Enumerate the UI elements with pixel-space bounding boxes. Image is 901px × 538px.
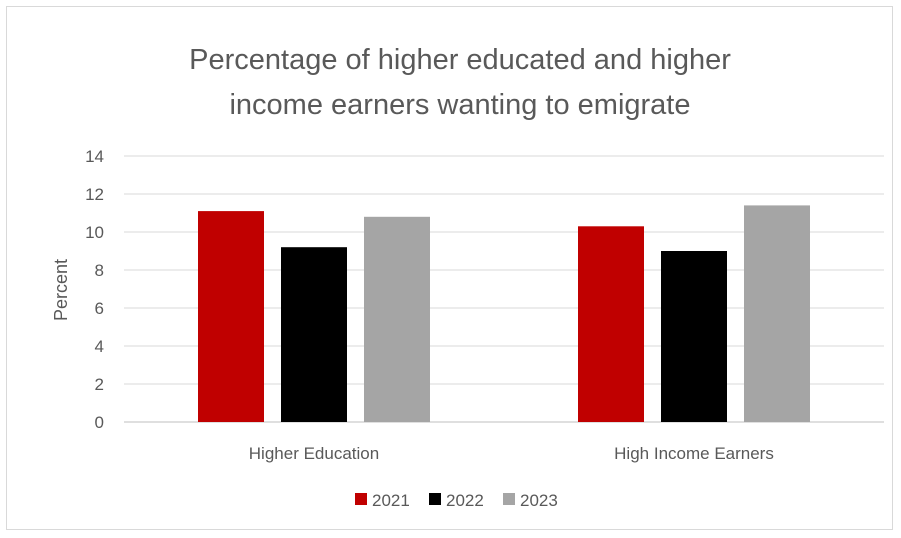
bar-2021-higher-education [198, 211, 264, 422]
bar-2022-higher-education [281, 247, 347, 422]
legend-swatch [503, 493, 515, 505]
x-axis-categories: Higher Education High Income Earners [249, 444, 774, 463]
legend-label: 2023 [520, 491, 558, 510]
legend-item-2022: 2022 [429, 491, 484, 510]
chart-title: Percentage of higher educated and higher… [189, 44, 731, 121]
bars [198, 205, 810, 422]
y-tick-label: 10 [85, 223, 104, 242]
legend-item-2021: 2021 [355, 491, 410, 510]
y-tick-label: 12 [85, 185, 104, 204]
y-tick-label: 8 [95, 261, 104, 280]
legend-swatch [355, 493, 367, 505]
x-category-label: Higher Education [249, 444, 379, 463]
legend-swatch [429, 493, 441, 505]
y-tick-label: 0 [95, 413, 104, 432]
y-tick-label: 14 [85, 147, 104, 166]
y-axis-ticks: 0 2 4 6 8 10 12 14 [85, 147, 104, 432]
y-tick-label: 4 [95, 337, 104, 356]
legend-label: 2021 [372, 491, 410, 510]
y-tick-label: 2 [95, 375, 104, 394]
legend-item-2023: 2023 [503, 491, 558, 510]
bar-2023-higher-education [364, 216, 430, 422]
bar-2021-high-income-earners [578, 226, 644, 422]
y-tick-label: 6 [95, 299, 104, 318]
bar-2022-high-income-earners [661, 251, 727, 422]
x-category-label: High Income Earners [614, 444, 774, 463]
legend-label: 2022 [446, 491, 484, 510]
bar-2023-high-income-earners [744, 205, 810, 422]
legend: 2021 2022 2023 [355, 491, 558, 510]
chart-title-line-2: income earners wanting to emigrate [229, 89, 690, 121]
chart-title-line-1: Percentage of higher educated and higher [189, 44, 731, 76]
y-axis-title: Percent [51, 259, 71, 321]
